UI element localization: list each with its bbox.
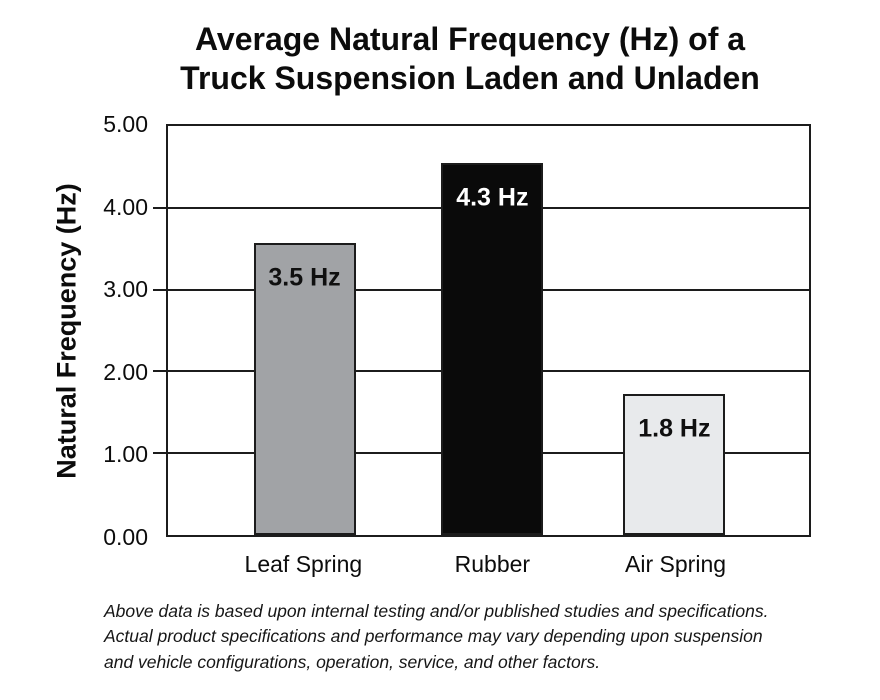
bar-value-label: 3.5 Hz: [268, 263, 341, 292]
y-tick-label-1.00: 1.00: [103, 441, 148, 468]
bar-air-spring: 1.8 Hz: [623, 394, 726, 535]
bar-leaf-spring: 3.5 Hz: [253, 242, 356, 535]
y-tick-label-2.00: 2.00: [103, 358, 148, 385]
chart-title-line-1: Average Natural Frequency (Hz) of a: [194, 21, 746, 57]
y-tick-label-3.00: 3.00: [103, 276, 148, 303]
footnote: Above data is based upon internal testin…: [104, 599, 834, 675]
x-tick-label-rubber: Rubber: [454, 551, 531, 577]
y-tick-mark-1: [153, 452, 166, 455]
footnote-line-3: and vehicle configurations, operation, s…: [104, 651, 601, 672]
y-tick-label-5.00: 5.00: [103, 111, 148, 137]
bar-value-label: 4.3 Hz: [456, 183, 529, 212]
y-tick-mark-2: [153, 370, 166, 373]
bar-rubber: 4.3 Hz: [441, 162, 544, 535]
footnote-line-2: Actual product specifications and perfor…: [104, 626, 763, 647]
plot-area: 3.5 Hz 4.3 Hz 1.8 Hz: [153, 124, 811, 537]
footnote-line-1: Above data is based upon internal testin…: [104, 601, 769, 621]
y-tick-mark-4: [153, 206, 166, 209]
y-tick-mark-3: [153, 288, 166, 291]
chart-title: Average Natural Frequency (Hz) of a Truc…: [70, 20, 870, 98]
x-tick-label-leaf-spring: Leaf Spring: [244, 551, 363, 577]
y-tick-label-0.00: 0.00: [103, 524, 148, 550]
chart-title-line-2: Truck Suspension Laden and Unladen: [180, 60, 760, 96]
bar-value-label: 1.8 Hz: [638, 414, 711, 443]
x-tick-label-air-spring: Air Spring: [625, 551, 727, 577]
y-tick-labels: 0.00 1.00 2.00 3.00 4.00 5.00: [0, 111, 148, 550]
y-tick-label-4.00: 4.00: [103, 193, 148, 220]
